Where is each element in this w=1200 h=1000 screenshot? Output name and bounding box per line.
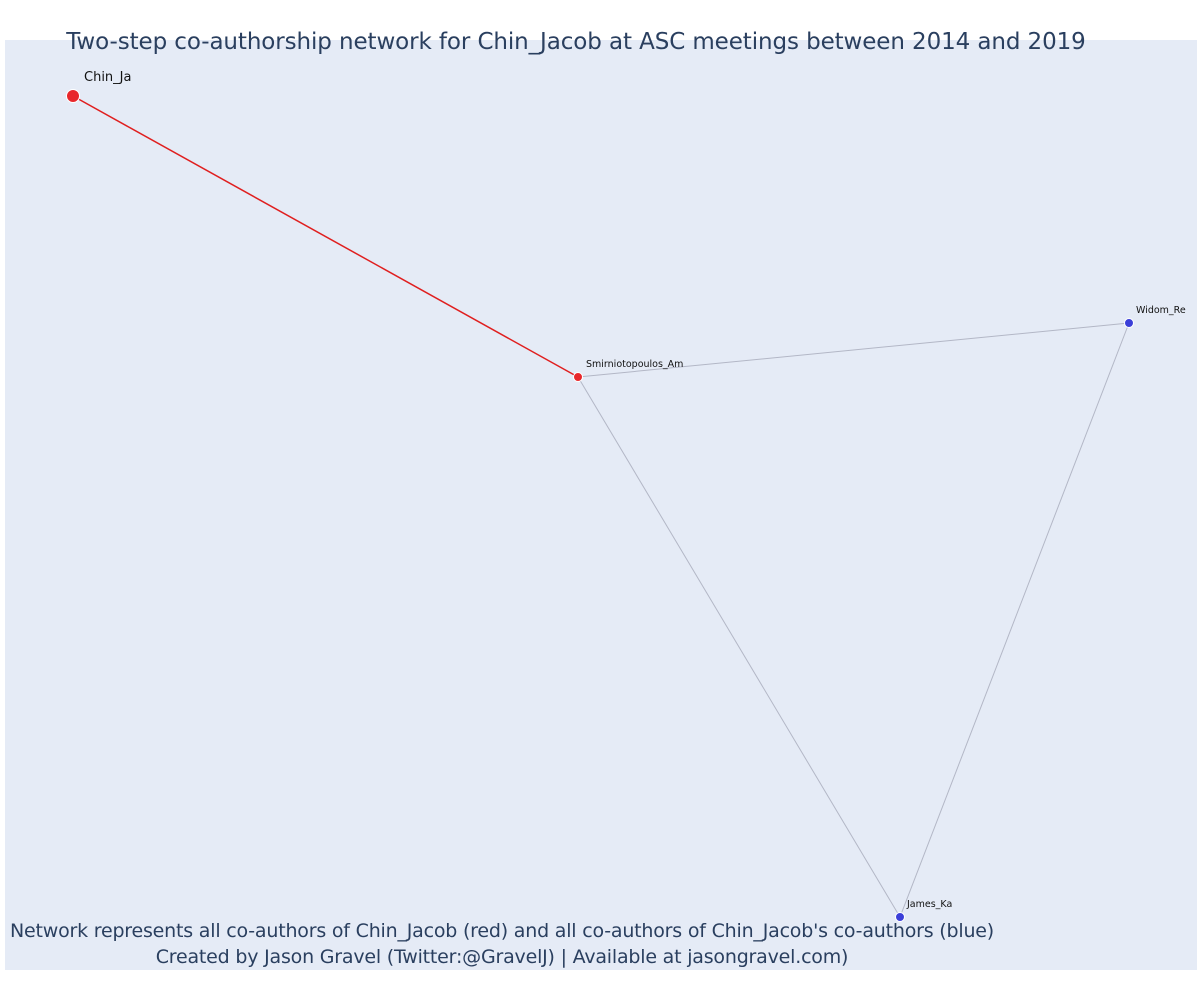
edges-layer [72,95,1130,918]
node-label-chin_ja: Chin_Ja [84,70,131,85]
labels-layer: Chin_Ja Smirniotopoulos_Am Widom_Re James_K… [84,70,1186,910]
chart-title: Two-step co-authorship network for Chin_… [66,29,1086,55]
caption: Network represents all co-authors of Chi… [0,918,1004,970]
node-label-widom_re: Widom_Re [1136,305,1186,316]
node-widom_re[interactable] [1124,318,1134,328]
node-label-smirniotopoulos_am: Smirniotopoulos_Am [586,359,683,370]
edge-smirniotopoulos_am-widom_re [577,322,1130,378]
edge-chin_ja-smirniotopoulos_am [72,95,579,378]
edge-widom_re-james_ka [899,322,1130,918]
node-james_ka[interactable] [895,912,905,922]
caption-line-1: Network represents all co-authors of Chi… [9,920,994,942]
caption-line-2: Created by Jason Gravel (Twitter:@Gravel… [155,946,849,968]
node-chin_ja[interactable] [66,89,80,103]
plot-area [5,40,1197,970]
edge-smirniotopoulos_am-james_ka [577,376,901,918]
node-smirniotopoulos_am[interactable] [573,372,583,382]
node-label-james_ka: James_Ka [906,899,952,910]
nodes-layer [66,89,1134,922]
